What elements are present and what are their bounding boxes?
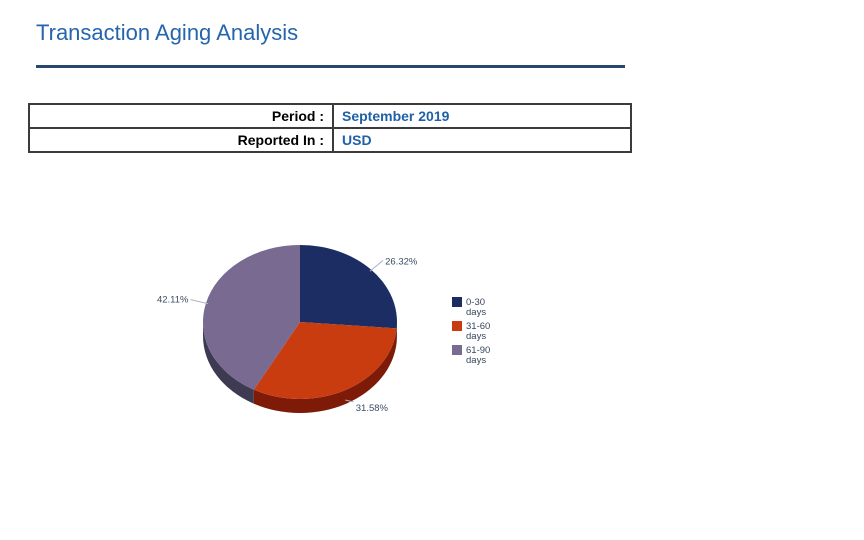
reported-in-label: Reported In : xyxy=(28,127,334,153)
legend-swatch-31-60-days xyxy=(452,321,462,331)
aging-pie-chart: 26.32%31.58%42.11% 0-30days31-60days61-90… xyxy=(157,245,490,414)
legend-swatch-0-30-days xyxy=(452,297,462,307)
table-row-reported-in: Reported In : USD xyxy=(28,127,632,153)
pie-slice-31-60-days xyxy=(253,322,397,399)
pie-percent-label-0-30-days: 26.32% xyxy=(385,256,418,267)
page-title: Transaction Aging Analysis xyxy=(36,20,299,45)
period-label: Period : xyxy=(28,103,334,129)
pie-slice-side-31-60-days xyxy=(253,328,397,413)
pie-percent-label-61-90-days: 42.11% xyxy=(157,295,189,306)
legend-label-0-30-days-line2: days xyxy=(466,307,486,318)
reported-in-value: USD xyxy=(332,127,632,153)
legend-label-0-30-days-line1: 0-30 xyxy=(466,297,485,308)
table-row-period: Period : September 2019 xyxy=(28,103,632,129)
pie-label-leader-line xyxy=(190,299,209,305)
report-info-table: Period : September 2019 Reported In : US… xyxy=(28,103,632,153)
legend-swatch-61-90-days xyxy=(452,345,462,355)
legend-label-31-60-days-line1: 31-60 xyxy=(466,321,490,332)
pie-label-leader-line xyxy=(345,399,354,403)
pie-percent-label-31-60-days: 31.58% xyxy=(356,403,389,414)
legend-label-31-60-days-line2: days xyxy=(466,331,486,342)
title-underline xyxy=(36,65,625,68)
pie-slice-61-90-days xyxy=(203,245,300,390)
legend-label-61-90-days-line2: days xyxy=(466,355,486,366)
pie-slice-0-30-days xyxy=(300,245,398,329)
legend-label-61-90-days-line1: 61-90 xyxy=(466,345,490,356)
pie-label-leader-line xyxy=(369,259,384,272)
pie-slice-side-61-90-days xyxy=(203,322,254,404)
period-value: September 2019 xyxy=(332,103,632,129)
